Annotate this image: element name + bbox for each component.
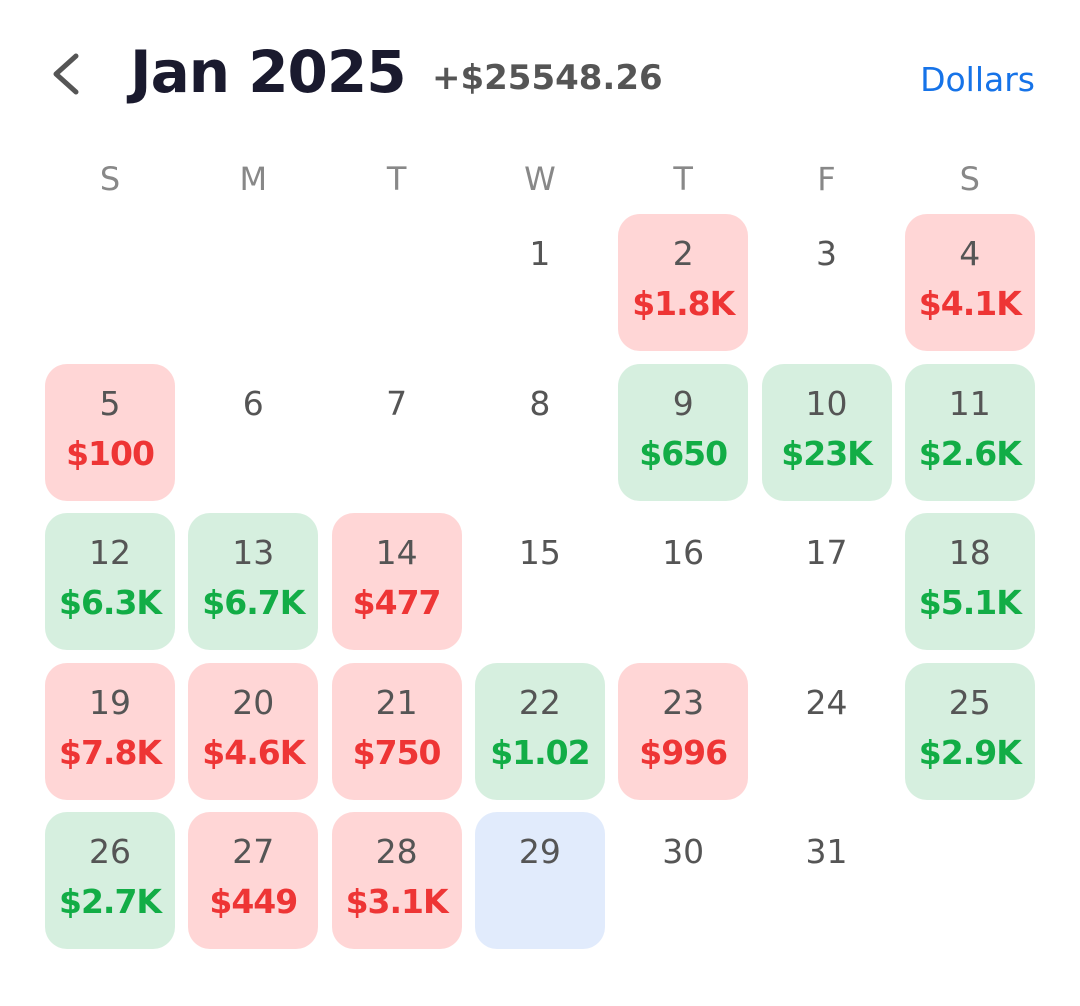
day-number: 1	[529, 234, 551, 273]
weekday-label: S	[99, 160, 121, 198]
back-button[interactable]	[48, 52, 84, 96]
day-number: 8	[529, 383, 551, 423]
day-cell[interactable]: 10 $23K	[761, 363, 892, 501]
day-number: 4	[959, 234, 981, 273]
day-cell[interactable]: 2 $1.8K	[618, 214, 749, 351]
day-number: 3	[816, 234, 837, 273]
day-cell[interactable]: 31	[762, 812, 892, 949]
day-number: 15	[518, 533, 561, 572]
day-cell[interactable]: 11 $2.6K	[904, 363, 1035, 501]
day-amount: $23K	[781, 433, 872, 473]
day-amount: $5.1K	[918, 583, 1022, 622]
day-number: 13	[232, 533, 275, 572]
day-amount: $6.3K	[59, 583, 162, 622]
day-amount: $1.02	[490, 732, 590, 772]
day-cell[interactable]: 27 $449	[188, 812, 319, 949]
day-number: 12	[89, 533, 131, 572]
day-number: 30	[662, 832, 705, 871]
day-cell[interactable]: 18 $5.1K	[904, 513, 1035, 650]
day-amount: $7.8K	[59, 732, 162, 772]
day-number: 11	[948, 383, 991, 423]
day-number: 27	[232, 832, 275, 871]
day-amount: $4.1K	[918, 284, 1022, 323]
day-number: 20	[232, 682, 275, 722]
day-cell[interactable]: 4 $4.1K	[904, 214, 1035, 351]
day-cell[interactable]: 6	[188, 364, 318, 501]
day-number: 6	[242, 383, 264, 423]
day-amount: $449	[209, 882, 298, 921]
day-number: 26	[89, 832, 131, 871]
day-cell[interactable]: 28 $3.1K	[331, 812, 462, 949]
day-number: 23	[662, 682, 705, 722]
weekday-label: W	[524, 160, 556, 198]
day-amount: $477	[352, 583, 442, 622]
day-cell[interactable]: 3	[762, 214, 892, 351]
day-cell[interactable]: 16	[618, 513, 748, 650]
day-cell[interactable]: 5 $100	[45, 363, 175, 501]
day-amount: $2.9K	[918, 732, 1022, 772]
day-amount: $100	[66, 433, 155, 473]
day-number: 7	[386, 383, 408, 423]
weekday-label: T	[386, 160, 407, 198]
day-cell[interactable]: 15	[475, 513, 605, 650]
day-cell[interactable]: 8	[475, 364, 605, 501]
day-number: 10	[805, 383, 848, 423]
day-amount: $4.6K	[202, 732, 305, 772]
day-number: 16	[662, 533, 705, 572]
day-amount: $3.1K	[345, 882, 449, 921]
day-amount: $750	[352, 732, 442, 772]
day-number: 2	[672, 234, 694, 273]
day-cell[interactable]: 17	[762, 513, 892, 650]
day-cell[interactable]: 21 $750	[331, 662, 462, 800]
weekday-label: T	[673, 160, 693, 198]
day-cell[interactable]: 20 $4.6K	[188, 662, 319, 800]
day-cell[interactable]: 30	[618, 812, 748, 949]
weekday-label: S	[959, 160, 980, 198]
day-cell[interactable]: 24	[762, 663, 892, 800]
day-cell[interactable]: 14 $477	[331, 513, 462, 650]
day-cell[interactable]: 9 $650	[618, 363, 749, 501]
day-number: 22	[518, 682, 561, 722]
day-cell[interactable]: 12 $6.3K	[45, 513, 175, 650]
weekday-label: F	[817, 160, 836, 198]
unit-button[interactable]: Dollars	[920, 60, 1035, 99]
month-total: +$25548.26	[432, 58, 663, 98]
weekday-label: M	[239, 160, 268, 198]
day-number: 29	[518, 832, 561, 871]
day-cell[interactable]: 23 $996	[618, 662, 749, 800]
day-number: 31	[805, 832, 848, 871]
day-cell[interactable]: 25 $2.9K	[904, 662, 1035, 800]
day-number: 19	[89, 682, 131, 722]
day-number: 18	[948, 533, 991, 572]
day-number: 9	[672, 383, 694, 423]
day-cell[interactable]: 13 $6.7K	[188, 513, 319, 650]
day-number: 21	[375, 682, 418, 722]
day-number: 17	[805, 533, 848, 572]
day-cell[interactable]: 7	[332, 364, 462, 501]
day-cell[interactable]: 19 $7.8K	[45, 662, 175, 800]
day-amount: $996	[639, 732, 728, 772]
day-number: 28	[375, 832, 418, 871]
day-amount: $1.8K	[632, 284, 735, 323]
day-cell[interactable]: 22 $1.02	[474, 662, 605, 800]
day-cell[interactable]: 29	[474, 812, 605, 949]
day-amount: $2.7K	[59, 882, 162, 921]
day-number: 5	[99, 383, 121, 423]
day-cell[interactable]: 26 $2.7K	[45, 812, 175, 949]
day-number: 24	[805, 682, 848, 722]
month-title: Jan 2025	[130, 38, 407, 106]
day-number: 14	[375, 533, 418, 572]
day-amount: $6.7K	[202, 583, 305, 622]
day-cell[interactable]: 1	[475, 214, 605, 351]
day-amount: $650	[639, 433, 728, 473]
day-number: 25	[948, 682, 991, 722]
day-amount: $2.6K	[918, 433, 1022, 473]
